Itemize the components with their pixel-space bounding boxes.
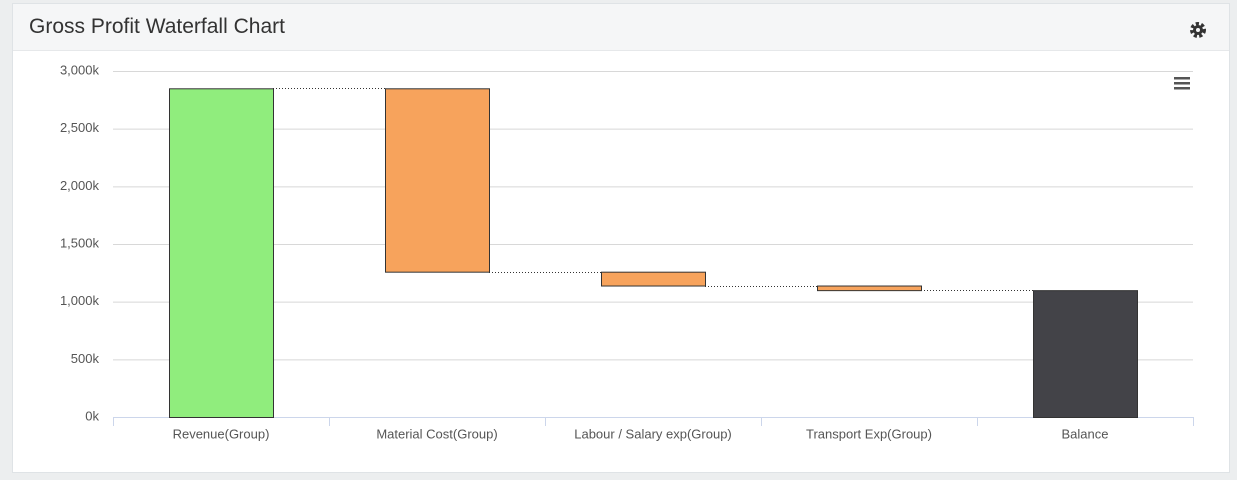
settings-icon[interactable] bbox=[1190, 22, 1206, 38]
bar bbox=[1033, 290, 1138, 418]
bar bbox=[169, 88, 274, 419]
x-tick-label: Labour / Salary exp(Group) bbox=[574, 426, 732, 441]
bar bbox=[385, 88, 490, 273]
y-tick-label: 0k bbox=[85, 408, 99, 423]
x-tick-label: Balance bbox=[1062, 426, 1109, 441]
bar bbox=[817, 285, 922, 292]
panel-header: Gross Profit Waterfall Chart bbox=[13, 4, 1229, 51]
chart-title: Gross Profit Waterfall Chart bbox=[29, 15, 285, 38]
y-tick-label: 1,000k bbox=[60, 293, 100, 308]
x-tick-label: Material Cost(Group) bbox=[376, 426, 497, 441]
y-tick-label: 2,500k bbox=[60, 120, 100, 135]
y-tick-label: 1,500k bbox=[60, 235, 100, 250]
y-tick-label: 2,000k bbox=[60, 178, 100, 193]
y-tick-label: 3,000k bbox=[60, 62, 100, 77]
y-tick-label: 500k bbox=[71, 351, 100, 366]
bar bbox=[601, 271, 706, 287]
x-tick-label: Revenue(Group) bbox=[173, 426, 270, 441]
menu-icon[interactable] bbox=[1174, 77, 1190, 90]
x-tick-label: Transport Exp(Group) bbox=[806, 426, 932, 441]
